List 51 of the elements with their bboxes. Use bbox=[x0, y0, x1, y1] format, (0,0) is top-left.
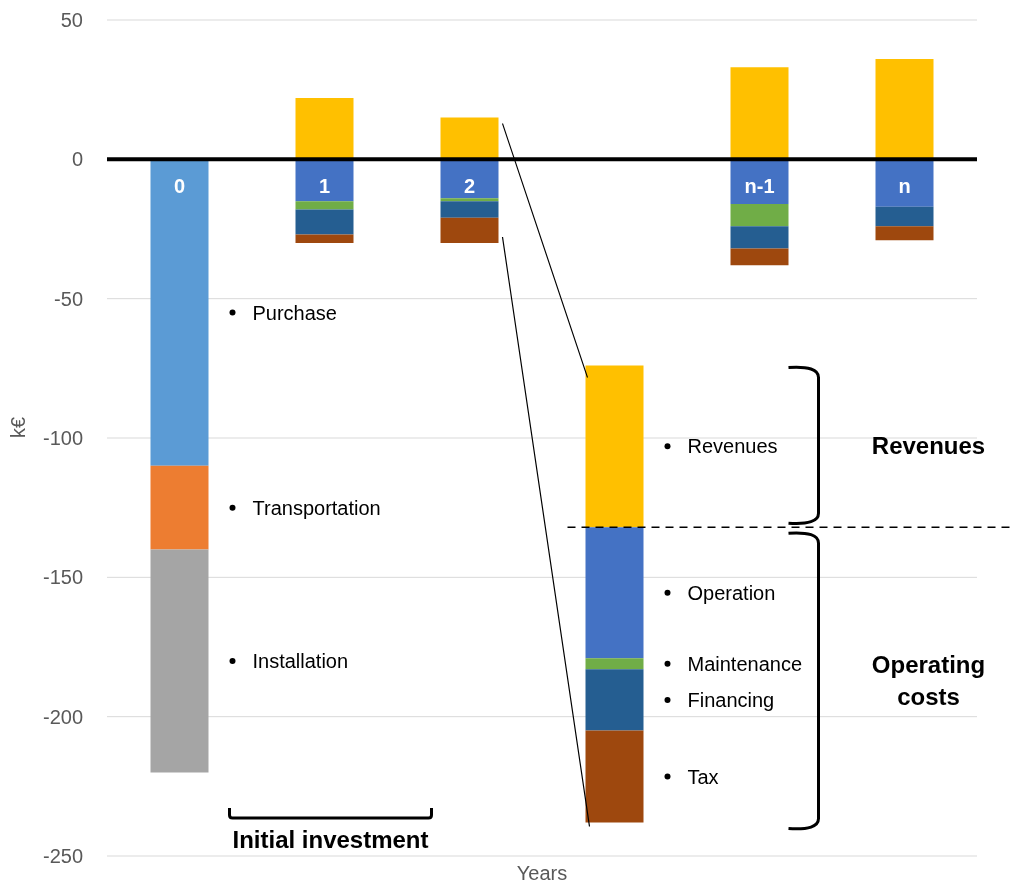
text: Maintenance bbox=[687, 652, 803, 675]
bar bbox=[440, 117, 499, 160]
bar bbox=[440, 159, 499, 199]
y-tick-label: 0 bbox=[71, 148, 83, 171]
bar bbox=[730, 67, 789, 160]
bar bbox=[585, 658, 644, 670]
text: Financing bbox=[687, 688, 775, 711]
x-tick-label: n-1 bbox=[744, 175, 775, 198]
bar bbox=[730, 203, 789, 227]
bar bbox=[585, 730, 644, 823]
bar bbox=[730, 226, 789, 249]
y-tick-label: -250 bbox=[42, 845, 83, 868]
bar bbox=[150, 549, 209, 773]
y-tick-label: -150 bbox=[42, 566, 83, 589]
x-tick-label: 0 bbox=[173, 175, 186, 198]
bar bbox=[295, 159, 354, 202]
y-tick-label: -100 bbox=[42, 427, 83, 450]
bar bbox=[295, 98, 354, 160]
bar bbox=[150, 465, 209, 550]
bar bbox=[440, 198, 499, 202]
x-tick-label: n bbox=[898, 175, 911, 198]
text: Transportation bbox=[252, 496, 381, 519]
bar bbox=[585, 365, 644, 528]
bar bbox=[585, 669, 644, 731]
annotation: Initial investment bbox=[232, 826, 429, 853]
y-axis-title: k€ bbox=[7, 416, 30, 438]
text: Installation bbox=[252, 649, 349, 672]
bar bbox=[875, 206, 934, 227]
annotation: Operating costs bbox=[871, 650, 986, 710]
y-tick-label: -50 bbox=[54, 287, 83, 310]
bar bbox=[440, 201, 499, 218]
bar bbox=[875, 226, 934, 241]
bar bbox=[150, 159, 209, 466]
bar bbox=[585, 527, 644, 659]
text: Tax bbox=[687, 765, 719, 788]
y-tick-label: -200 bbox=[42, 705, 83, 728]
text: Revenues bbox=[687, 435, 778, 458]
bar bbox=[440, 217, 499, 243]
bar bbox=[295, 209, 354, 235]
x-axis-title: Years bbox=[516, 862, 568, 884]
x-tick-label: 2 bbox=[463, 175, 476, 198]
bar bbox=[875, 159, 934, 207]
text: Purchase bbox=[252, 301, 337, 324]
y-tick-label: 50 bbox=[60, 9, 83, 32]
annotation: Revenues bbox=[871, 432, 986, 460]
bar bbox=[730, 248, 789, 266]
x-tick-label: 1 bbox=[318, 175, 331, 198]
text: Operation bbox=[687, 581, 776, 604]
bar bbox=[295, 234, 354, 243]
bar bbox=[295, 201, 354, 210]
bar bbox=[875, 59, 934, 160]
